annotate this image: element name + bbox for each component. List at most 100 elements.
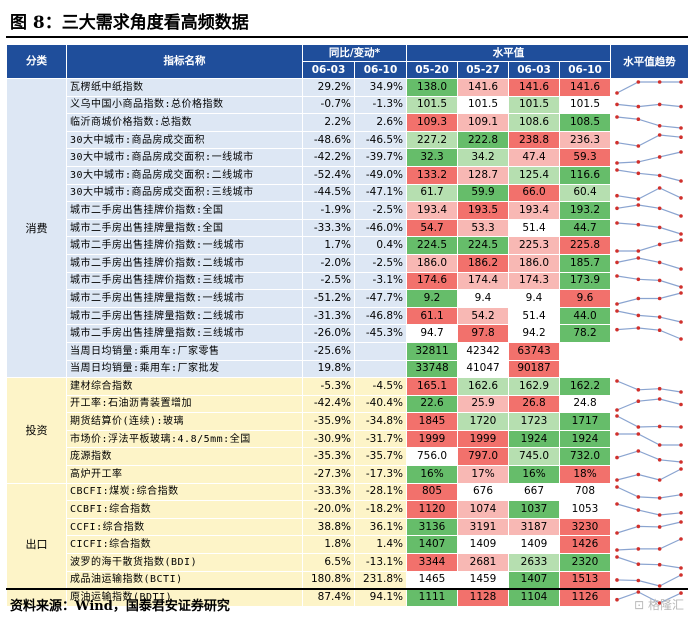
level-value: 3230	[559, 517, 612, 537]
sparkline-point	[679, 492, 683, 497]
yoy-value: -17.3%	[353, 465, 408, 484]
level-value: 109.3	[406, 113, 459, 132]
sparkline-point	[679, 150, 683, 155]
indicator-name: 建材综合指数	[66, 377, 303, 396]
trend-sparkline	[610, 377, 690, 396]
sparkline-path	[616, 257, 682, 270]
level-value: 54.2	[457, 306, 510, 326]
yoy-value: -35.9%	[302, 412, 355, 431]
sparkline-point	[615, 531, 619, 535]
sparkline-point	[615, 407, 619, 412]
sparkline-point	[679, 231, 683, 236]
table-row: 原油运输指数(BDTI) 87.4% 94.1% 1111 1128 1104 1126	[7, 588, 690, 607]
level-value: 1999	[406, 429, 459, 449]
level-value: 667	[508, 482, 561, 502]
sparkline-point	[679, 425, 683, 430]
sparkline-point	[636, 277, 641, 281]
sparkline-point	[657, 173, 662, 178]
sparkline-point	[657, 443, 662, 447]
sparkline-point	[636, 432, 641, 436]
yoy-value: -35.7%	[353, 447, 408, 467]
sparkline-point	[615, 555, 619, 559]
table-row: 临沂商城价格指数:总指数 2.2% 2.6% 109.3 109.1 108.6 108.5	[7, 113, 690, 132]
indicator-name: 期货结算价(连续):玻璃	[66, 412, 303, 431]
sparkline-point	[657, 102, 662, 106]
watermark-logo-icon: ⊡	[634, 598, 648, 612]
sparkline-point	[657, 562, 662, 567]
sparkline-path	[616, 380, 682, 393]
sparkline-point	[679, 572, 683, 577]
yoy-value: -40.4%	[353, 394, 408, 414]
sparkline-path	[616, 274, 682, 288]
category-cell: 投资	[6, 377, 67, 484]
level-value: 59.9	[457, 183, 510, 203]
sparkline-point	[679, 104, 683, 108]
header-trend: 水平值趋势	[610, 44, 690, 79]
yoy-value: -3.1%	[353, 271, 408, 291]
table-row: 城市二手房出售挂牌价指数:三线城市 -2.5% -3.1% 174.6 174.4 174…	[7, 271, 690, 291]
sparkline-point	[636, 117, 641, 122]
sparkline-point	[679, 566, 683, 570]
table-row: 30大中城市:商品房成交面积 -48.6% -46.5% 227.2 222.8 238.…	[7, 130, 690, 150]
table-row: 当周日均销量:乘用车:厂家批发 19.8% 33748 41047 90187	[7, 359, 690, 379]
level-value: 162.9	[508, 377, 561, 396]
yoy-value: 180.8%	[302, 570, 355, 590]
yoy-value: -39.7%	[353, 148, 408, 167]
table-row: 波罗的海干散货指数(BDI) 6.5% -13.1% 3344 2681 2633 2320	[7, 553, 690, 572]
level-value: 61.7	[406, 183, 459, 203]
table-row: 城市二手房出售挂牌量指数:二线城市 -31.3% -46.8% 61.1 54.2 51.…	[7, 306, 690, 326]
high-frequency-data-table: 分类 指标名称 同比/变动* 水平值 水平值趋势 06-03 06-10 05-…	[6, 44, 690, 607]
table-row: 期货结算价(连续):玻璃 -35.9% -34.8% 1845 1720 1723 1717	[7, 412, 690, 431]
header-indicator: 指标名称	[66, 44, 303, 79]
trend-sparkline	[610, 218, 690, 238]
sparkline-point	[636, 449, 641, 454]
sparkline-point	[615, 308, 619, 313]
sparkline-path	[617, 433, 682, 446]
level-value: 1924	[559, 429, 612, 449]
table-row: 城市二手房出售挂牌价指数:一线城市 1.7% 0.4% 224.5 224.5 225.3…	[7, 236, 690, 255]
yoy-value: -46.5%	[353, 130, 408, 150]
level-value: 63743	[508, 341, 561, 361]
level-value: 133.2	[406, 165, 459, 185]
level-value: 1407	[508, 570, 561, 590]
sparkline-point	[679, 460, 683, 465]
level-value: 101.5	[406, 95, 459, 115]
yoy-value: -47.7%	[353, 289, 408, 308]
level-value: 59.3	[559, 148, 612, 167]
level-value: 125.4	[508, 165, 561, 185]
trend-sparkline	[610, 429, 690, 449]
level-value: 25.9	[457, 394, 510, 414]
sparkline-path	[616, 327, 682, 340]
sparkline-point	[636, 578, 641, 582]
yoy-value: -13.1%	[353, 553, 408, 572]
trend-sparkline	[610, 324, 690, 343]
trend-sparkline	[610, 201, 690, 220]
level-value: 51.4	[508, 218, 561, 238]
yoy-value: 0.4%	[353, 236, 408, 255]
indicator-name: 瓦楞纸中纸指数	[66, 78, 303, 97]
indicator-name: 高炉开工率	[66, 465, 303, 484]
yoy-value: -1.9%	[302, 201, 355, 220]
table-row: 30大中城市:商品房成交面积:一线城市 -42.2% -39.7% 32.3 34.2 4…	[7, 148, 690, 167]
table-row: 城市二手房出售挂牌价指数:全国 -1.9% -2.5% 193.4 193.5 193.4…	[7, 201, 690, 220]
sparkline-point	[657, 124, 662, 128]
sparkline-path	[616, 538, 682, 552]
level-value: 1924	[508, 429, 561, 449]
sparkline-path	[616, 103, 682, 107]
trend-sparkline	[610, 271, 690, 291]
level-value: 2320	[559, 553, 612, 572]
table-row: 义乌中国小商品指数:总价格指数 -0.7% -1.3% 101.5 101.5 101.5…	[7, 95, 690, 115]
sparkline-point	[679, 443, 683, 447]
sparkline-point	[657, 206, 662, 211]
level-value: 225.3	[508, 236, 561, 255]
level-value: 101.5	[559, 95, 612, 115]
yoy-value: -44.5%	[302, 183, 355, 203]
level-value: 138.0	[406, 78, 459, 97]
level-value: 41047	[457, 359, 510, 379]
yoy-value: -18.2%	[353, 500, 408, 519]
level-value: 162.2	[559, 377, 612, 396]
level-value: 1407	[406, 535, 459, 555]
trend-sparkline	[610, 412, 690, 431]
level-value: 26.8	[508, 394, 561, 414]
yoy-value	[353, 341, 408, 361]
